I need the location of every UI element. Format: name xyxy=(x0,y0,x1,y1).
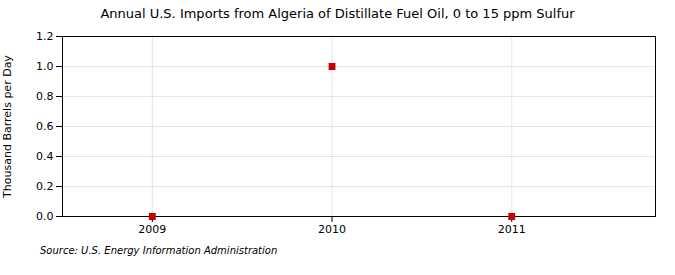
html-text:Source: U.S. Energy Informatio: Source: U.S. Energy Information Administ… xyxy=(40,245,278,256)
svg-text:Thousand Barrels per Day: Thousand Barrels per Day xyxy=(1,55,14,199)
svg-text:0.6: 0.6 xyxy=(36,120,54,133)
svg-text:0.0: 0.0 xyxy=(36,210,54,223)
svg-text:1.0: 1.0 xyxy=(36,60,54,73)
svg-text:2010: 2010 xyxy=(318,223,346,236)
svg-text:2009: 2009 xyxy=(138,223,166,236)
html-text:Annual U.S. Imports from Alger: Annual U.S. Imports from Algeria of Dist… xyxy=(100,6,575,21)
svg-text:0.2: 0.2 xyxy=(36,180,54,193)
svg-text:0.4: 0.4 xyxy=(36,150,54,163)
svg-text:1.2: 1.2 xyxy=(36,30,54,43)
svg-text:2011: 2011 xyxy=(498,223,526,236)
svg-text:0.8: 0.8 xyxy=(36,90,54,103)
